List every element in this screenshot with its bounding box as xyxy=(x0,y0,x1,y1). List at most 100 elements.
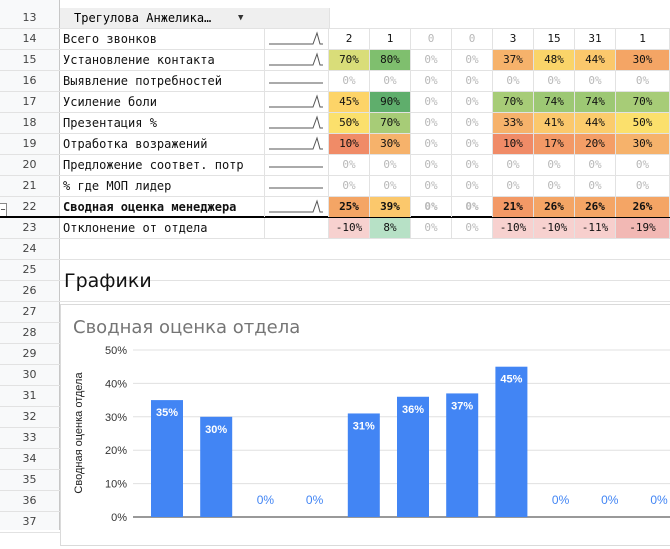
value-cell[interactable]: 3 xyxy=(493,29,534,49)
value-cell[interactable]: -10% xyxy=(329,218,370,238)
value-cell[interactable]: 10% xyxy=(493,134,534,154)
value-cell[interactable]: 0% xyxy=(370,155,411,175)
row-number[interactable]: 30 xyxy=(22,368,37,381)
value-cell[interactable]: 0% xyxy=(411,50,452,70)
value-cell[interactable]: 74% xyxy=(575,92,616,112)
row-number[interactable]: 18 xyxy=(22,116,37,129)
value-cell[interactable]: 0% xyxy=(452,50,493,70)
value-cell[interactable]: 0% xyxy=(452,134,493,154)
sparkline-cell[interactable] xyxy=(265,218,329,238)
row-number[interactable]: 33 xyxy=(22,431,37,444)
row-number[interactable]: 17 xyxy=(22,95,37,108)
row-number[interactable]: 25 xyxy=(22,263,37,276)
value-cell[interactable]: 0% xyxy=(329,176,370,196)
value-cell[interactable]: 0% xyxy=(370,71,411,91)
value-cell[interactable]: 50% xyxy=(329,113,370,133)
value-cell[interactable]: 30% xyxy=(616,134,670,154)
value-cell[interactable]: 0% xyxy=(329,155,370,175)
value-cell[interactable]: 30% xyxy=(370,134,411,154)
value-cell[interactable]: 0% xyxy=(452,218,493,238)
value-cell[interactable]: 0 xyxy=(411,29,452,49)
value-cell[interactable]: 0% xyxy=(452,155,493,175)
value-cell[interactable]: 8% xyxy=(370,218,411,238)
value-cell[interactable]: 20% xyxy=(575,134,616,154)
value-cell[interactable]: 44% xyxy=(575,113,616,133)
value-cell[interactable]: 0% xyxy=(493,176,534,196)
value-cell[interactable]: 70% xyxy=(329,50,370,70)
metric-label[interactable]: Предложение соответ. потр xyxy=(60,155,265,175)
value-cell[interactable]: 0% xyxy=(452,71,493,91)
sparkline-cell[interactable] xyxy=(265,134,329,154)
value-cell[interactable]: 70% xyxy=(616,92,670,112)
value-cell[interactable]: 0% xyxy=(452,176,493,196)
value-cell[interactable]: -19% xyxy=(616,218,670,238)
value-cell[interactable]: 41% xyxy=(534,113,575,133)
value-cell[interactable]: 21% xyxy=(493,197,534,217)
value-cell[interactable]: 0% xyxy=(616,71,670,91)
row-number[interactable]: 28 xyxy=(22,326,37,339)
metric-label[interactable]: Усиление боли xyxy=(60,92,265,112)
row-number[interactable]: 22 xyxy=(22,200,37,213)
sparkline-cell[interactable] xyxy=(265,197,329,217)
chart-container[interactable]: Сводная оценка отдела Сводная оценка отде… xyxy=(60,304,670,546)
metric-label[interactable]: % где МОП лидер xyxy=(60,176,265,196)
sparkline-cell[interactable] xyxy=(265,155,329,175)
value-cell[interactable]: 0 xyxy=(452,29,493,49)
value-cell[interactable]: 50% xyxy=(616,113,670,133)
row-number[interactable]: 37 xyxy=(22,515,37,528)
row-number[interactable]: 31 xyxy=(22,389,37,402)
row-number[interactable]: 19 xyxy=(22,137,37,150)
row-number[interactable]: 32 xyxy=(22,410,37,423)
value-cell[interactable]: 74% xyxy=(534,92,575,112)
value-cell[interactable]: 39% xyxy=(370,197,411,217)
value-cell[interactable]: 1 xyxy=(616,29,670,49)
value-cell[interactable]: 70% xyxy=(370,113,411,133)
row-number[interactable]: 34 xyxy=(22,452,37,465)
manager-select[interactable]: Трегулова Анжелика… ▼ xyxy=(60,8,330,28)
value-cell[interactable]: 80% xyxy=(370,50,411,70)
sparkline-cell[interactable] xyxy=(265,50,329,70)
row-number[interactable]: 27 xyxy=(22,305,37,318)
value-cell[interactable]: 17% xyxy=(534,134,575,154)
row-number[interactable]: 15 xyxy=(22,53,37,66)
row-number[interactable]: 20 xyxy=(22,158,37,171)
value-cell[interactable]: 0% xyxy=(452,197,493,217)
metric-label[interactable]: Презентация % xyxy=(60,113,265,133)
value-cell[interactable]: 0% xyxy=(534,71,575,91)
metric-label[interactable]: Установление контакта xyxy=(60,50,265,70)
sparkline-cell[interactable] xyxy=(265,113,329,133)
row-number[interactable]: 14 xyxy=(22,32,37,45)
value-cell[interactable]: 0% xyxy=(575,71,616,91)
value-cell[interactable]: 0% xyxy=(493,71,534,91)
value-cell[interactable]: 1 xyxy=(370,29,411,49)
sparkline-cell[interactable] xyxy=(265,92,329,112)
row-number[interactable]: 26 xyxy=(22,284,37,297)
value-cell[interactable]: 0% xyxy=(329,71,370,91)
value-cell[interactable]: 0% xyxy=(411,197,452,217)
value-cell[interactable]: 0% xyxy=(452,92,493,112)
value-cell[interactable]: 45% xyxy=(329,92,370,112)
value-cell[interactable]: 0% xyxy=(452,113,493,133)
value-cell[interactable]: 0% xyxy=(411,113,452,133)
value-cell[interactable]: 26% xyxy=(616,197,670,217)
value-cell[interactable]: 30% xyxy=(616,50,670,70)
row-number[interactable]: 35 xyxy=(22,473,37,486)
sparkline-cell[interactable] xyxy=(265,29,329,49)
value-cell[interactable]: 33% xyxy=(493,113,534,133)
metric-label[interactable]: Отклонение от отдела xyxy=(60,218,265,238)
value-cell[interactable]: 37% xyxy=(493,50,534,70)
row-number[interactable]: 36 xyxy=(22,494,37,507)
dropdown-arrow-icon[interactable]: ▼ xyxy=(238,13,244,23)
metric-label[interactable]: Сводная оценка менеджера xyxy=(60,197,265,217)
value-cell[interactable]: 0% xyxy=(534,155,575,175)
value-cell[interactable]: 0% xyxy=(411,176,452,196)
value-cell[interactable]: -11% xyxy=(575,218,616,238)
value-cell[interactable]: 15 xyxy=(534,29,575,49)
value-cell[interactable]: 25% xyxy=(329,197,370,217)
value-cell[interactable]: 0% xyxy=(411,134,452,154)
value-cell[interactable]: 0% xyxy=(616,155,670,175)
sparkline-cell[interactable] xyxy=(265,71,329,91)
value-cell[interactable]: 0% xyxy=(411,218,452,238)
metric-label[interactable]: Всего звонков xyxy=(60,29,265,49)
value-cell[interactable]: 0% xyxy=(575,176,616,196)
